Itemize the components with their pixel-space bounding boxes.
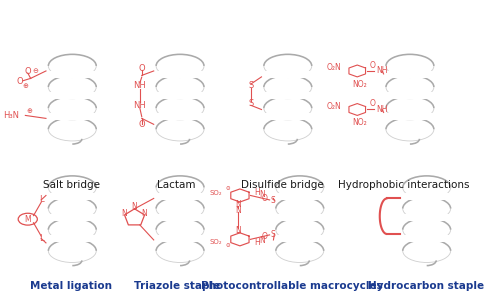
Text: SO₂: SO₂: [209, 239, 222, 245]
Text: O: O: [370, 99, 376, 108]
Text: ⊖: ⊖: [226, 186, 230, 191]
Bar: [155, 92, 205, 99]
Bar: [155, 235, 205, 242]
Bar: [385, 114, 435, 120]
Text: S: S: [248, 81, 254, 90]
Text: NO₂: NO₂: [352, 80, 368, 89]
Text: H: H: [254, 238, 260, 247]
Bar: [402, 235, 452, 242]
Bar: [48, 114, 97, 120]
Text: N: N: [122, 209, 128, 218]
Text: O: O: [138, 120, 145, 130]
Bar: [402, 214, 452, 221]
Text: Lactam: Lactam: [158, 180, 196, 190]
Text: H₃N: H₃N: [3, 111, 19, 120]
Text: NH: NH: [134, 101, 146, 110]
Text: O: O: [17, 77, 24, 86]
Text: O₂N: O₂N: [326, 63, 341, 72]
Text: N: N: [259, 190, 265, 199]
Text: M: M: [24, 215, 31, 224]
Bar: [402, 193, 452, 200]
Text: ⊕: ⊕: [26, 108, 32, 114]
Bar: [275, 235, 324, 242]
Bar: [48, 193, 97, 200]
Bar: [263, 71, 312, 78]
Bar: [385, 71, 435, 78]
Text: S: S: [270, 196, 275, 205]
Text: O: O: [24, 67, 31, 76]
Text: ⊖: ⊖: [32, 68, 38, 74]
Bar: [48, 71, 97, 78]
Text: ⊖: ⊖: [226, 243, 230, 248]
Text: ⊕: ⊕: [22, 83, 28, 89]
Text: O: O: [138, 64, 145, 73]
Text: Metal ligation: Metal ligation: [30, 281, 112, 291]
Text: N: N: [235, 226, 240, 235]
Text: NH: NH: [376, 105, 388, 114]
Text: N: N: [259, 236, 265, 245]
Text: N: N: [142, 209, 148, 218]
Bar: [48, 92, 97, 99]
Text: O₂N: O₂N: [326, 102, 341, 111]
Text: Photocontrollable macrocycles: Photocontrollable macrocycles: [201, 281, 382, 291]
Bar: [275, 214, 324, 221]
Bar: [263, 114, 312, 120]
Text: O: O: [262, 232, 268, 241]
Bar: [48, 235, 97, 242]
Bar: [263, 92, 312, 99]
Bar: [385, 92, 435, 99]
Text: N: N: [235, 206, 240, 215]
Text: H: H: [254, 188, 260, 197]
Bar: [275, 193, 324, 200]
Text: NH: NH: [376, 66, 388, 76]
Text: L: L: [39, 234, 44, 243]
Text: Hydrocarbon staple: Hydrocarbon staple: [368, 281, 484, 291]
Bar: [155, 193, 205, 200]
Text: O: O: [370, 60, 376, 69]
Text: N: N: [235, 200, 240, 209]
Text: NO₂: NO₂: [352, 118, 368, 127]
Text: O: O: [262, 194, 268, 203]
Text: N: N: [132, 202, 138, 211]
Text: S: S: [248, 99, 254, 108]
Bar: [155, 214, 205, 221]
Text: Hydrophobic interactions: Hydrophobic interactions: [338, 180, 470, 190]
Text: Disulfide bridge: Disulfide bridge: [240, 180, 324, 190]
Text: Triazole staple: Triazole staple: [134, 281, 220, 291]
Text: NH: NH: [134, 81, 146, 90]
Text: S: S: [270, 230, 275, 239]
Text: SO₂: SO₂: [209, 189, 222, 195]
Bar: [48, 214, 97, 221]
Bar: [155, 114, 205, 120]
Text: L: L: [39, 195, 44, 204]
Text: Salt bridge: Salt bridge: [43, 180, 100, 190]
Bar: [155, 71, 205, 78]
